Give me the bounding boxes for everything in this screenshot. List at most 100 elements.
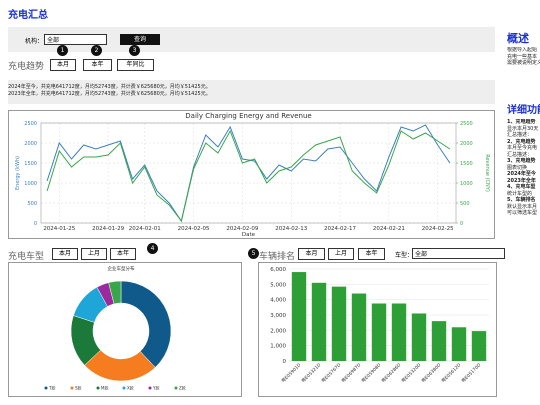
ranking-button[interactable]: 本月 <box>298 248 325 260</box>
chart-title: 企业车型分布 <box>108 265 135 272</box>
details-line: 5、车辆排名 <box>507 197 536 203</box>
y2-tick-label: 1000 <box>460 181 473 187</box>
bar <box>351 293 367 361</box>
details-line: 本月至今充电 <box>507 145 538 151</box>
bar <box>371 303 387 361</box>
bar <box>451 327 467 361</box>
badge: 1 <box>57 45 68 56</box>
legend-label: T款 <box>48 385 55 391</box>
x-tick-label: 2024-01-25 <box>43 226 75 232</box>
legend-label: M款 <box>101 385 108 391</box>
summary-line: 2023年全年，共充电641712度，月均52743度，共计费￥625680元，… <box>8 91 211 97</box>
y2-tick-label: 2000 <box>460 141 473 147</box>
donut-segment <box>108 280 122 305</box>
page-title: 充电汇总 <box>8 10 48 21</box>
x-tick-label: 2024-02-09 <box>226 226 258 232</box>
details-line: 汇总描述： <box>507 132 533 138</box>
legend-swatch <box>174 386 178 390</box>
chart-title: Daily Charging Energy and Revenue <box>185 112 311 120</box>
overview-line: 需要被说明定义 <box>507 60 540 66</box>
y-tick-label: 6,000 <box>270 267 286 273</box>
query-button[interactable]: 查询 <box>120 34 160 45</box>
y-tick-label: 4,000 <box>270 298 286 304</box>
x-tick-label: 2024-02-25 <box>422 226 454 232</box>
y-axis-label: Energy (kWh) <box>15 156 21 190</box>
line-series <box>46 124 451 223</box>
y-tick-label: 1,000 <box>270 344 286 350</box>
trend-button[interactable]: 本月 <box>50 59 76 71</box>
x-tick-label: 粤E05767D <box>320 361 343 384</box>
x-axis-label: Date <box>242 232 256 238</box>
details-line: 2023年全年 <box>507 177 536 184</box>
summary-box <box>8 80 495 104</box>
y-tick-label: 0 <box>34 221 37 227</box>
y-tick-label: 0 <box>283 359 287 365</box>
org-select[interactable]: 全部 <box>44 34 107 45</box>
trend-button[interactable]: 本年 <box>83 59 112 71</box>
details-line: 可以筛选车型 <box>507 210 538 216</box>
legend-swatch <box>148 386 152 390</box>
models-button[interactable]: 本年 <box>110 248 136 260</box>
ranking-button[interactable]: 本年 <box>358 248 385 260</box>
x-tick-label: 2024-02-13 <box>275 226 307 232</box>
bar <box>471 331 487 361</box>
details-line: 统计车型的 <box>507 190 533 197</box>
filter-label: 机构： <box>25 38 44 45</box>
x-tick-label: 2024-01-29 <box>92 226 124 232</box>
models-button[interactable]: 上月 <box>81 248 107 260</box>
details-line: 默认显示本月 <box>507 203 538 210</box>
badge: 3 <box>129 45 140 56</box>
legend-swatch <box>70 386 74 390</box>
y2-tick-label: 2500 <box>460 121 473 127</box>
models-button[interactable]: 本月 <box>52 248 78 260</box>
details-title: 详细功能 <box>507 105 540 116</box>
line-series <box>46 129 451 223</box>
x-tick-label: 粤E05320D <box>400 361 423 384</box>
details-line: 1、充电趋势 <box>507 119 536 125</box>
ranking-title: 车辆排名 <box>259 252 296 262</box>
summary-line: 2024年至今，共充电641712度，月均52743度，共计费￥625680元，… <box>8 84 211 90</box>
y2-tick-label: 0 <box>460 221 463 227</box>
details-line: 3、充电趋势 <box>507 158 536 164</box>
y-tick-label: 5,000 <box>270 282 286 288</box>
legend-label: Z款 <box>179 385 186 391</box>
legend-swatch <box>122 386 126 390</box>
legend-swatch <box>44 386 48 390</box>
x-tick-label: 2024-02-05 <box>178 226 210 232</box>
overview-line: 充电一些基本 <box>507 53 538 60</box>
overview-title: 概述 <box>507 32 529 45</box>
y2-tick-label: 500 <box>460 201 470 207</box>
summary: 2024年至今，共充电641712度，月均52743度，共计费￥625680元，… <box>8 84 211 98</box>
x-tick-label: 2024-02-01 <box>129 226 161 232</box>
details-line: 2、充电趋势 <box>507 138 536 145</box>
x-tick-label: 粤E05612D <box>440 361 463 384</box>
legend-label: X款 <box>127 385 134 391</box>
ranking-filter-label: 车型： <box>395 252 414 259</box>
y-tick-label: 500 <box>27 201 37 207</box>
y-tick-label: 2000 <box>24 141 37 147</box>
details-line: 图表切换 <box>507 164 528 171</box>
legend-label: Y款 <box>152 385 159 391</box>
details-line: 2024年至今 <box>507 171 536 177</box>
bar <box>391 303 407 361</box>
plot-frame <box>40 122 457 224</box>
details-text: 1、充电趋势 显示本月30天 汇总描述： 2、充电趋势 本月至今充电 汇总描述： 3、充电趋… <box>507 119 540 217</box>
y2-axis-label: Revenue (CNY) <box>484 154 490 192</box>
details-line: 显示本月30天 <box>507 125 539 132</box>
bar <box>311 282 327 361</box>
x-tick-label: 粤E06987D <box>340 361 363 384</box>
donut-segment <box>120 280 172 368</box>
trend-button[interactable]: 年同比 <box>117 59 154 71</box>
badge: 2 <box>91 45 102 56</box>
bar-chart: 01,0002,0003,0004,0005,0006,000粤E05901D粤… <box>258 262 497 397</box>
trend-title: 充电趋势 <box>8 62 45 72</box>
overview-line: 根据导入起始 <box>507 47 538 53</box>
ranking-button[interactable]: 上月 <box>328 248 354 260</box>
legend-swatch <box>96 386 100 390</box>
bar <box>431 321 447 361</box>
model-select[interactable]: 全部 <box>412 248 505 259</box>
legend-label: S款 <box>75 385 82 391</box>
overview-text: 根据导入起始 充电一些基本 需要被说明定义 <box>507 47 540 67</box>
bar <box>331 286 347 361</box>
